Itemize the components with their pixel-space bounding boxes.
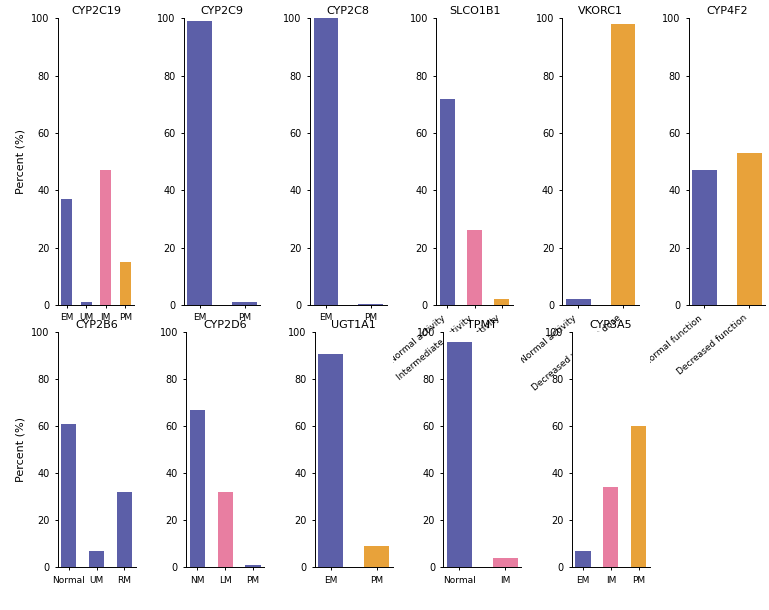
Bar: [120, 262, 131, 305]
Title: CYP2B6: CYP2B6: [75, 320, 118, 330]
Bar: [117, 492, 132, 567]
Bar: [440, 99, 454, 305]
Title: VKORC1: VKORC1: [578, 6, 623, 16]
Bar: [81, 302, 92, 305]
Bar: [447, 342, 472, 567]
Y-axis label: Percent (%): Percent (%): [15, 129, 25, 194]
Bar: [467, 231, 482, 305]
Bar: [100, 170, 111, 305]
Bar: [190, 410, 205, 567]
Bar: [737, 153, 761, 305]
Bar: [494, 300, 509, 305]
Bar: [318, 354, 344, 567]
Title: CYP3A5: CYP3A5: [590, 320, 632, 330]
Bar: [493, 558, 518, 567]
Title: CYP2C8: CYP2C8: [327, 6, 370, 16]
Bar: [575, 551, 591, 567]
Bar: [232, 302, 257, 305]
Title: CYP2C19: CYP2C19: [71, 6, 121, 16]
Bar: [89, 551, 105, 567]
Title: CYP2D6: CYP2D6: [203, 320, 247, 330]
Title: SLCO1B1: SLCO1B1: [449, 6, 501, 16]
Bar: [188, 21, 212, 305]
Bar: [364, 546, 389, 567]
Bar: [245, 565, 261, 567]
Bar: [62, 199, 72, 305]
Title: UGT1A1: UGT1A1: [331, 320, 376, 330]
Bar: [62, 424, 76, 567]
Bar: [314, 18, 338, 305]
Title: CYP4F2: CYP4F2: [706, 6, 747, 16]
Title: CYP2C9: CYP2C9: [201, 6, 244, 16]
Bar: [566, 300, 591, 305]
Bar: [611, 24, 635, 305]
Y-axis label: Percent (%): Percent (%): [15, 417, 25, 483]
Bar: [631, 426, 646, 567]
Bar: [692, 170, 717, 305]
Bar: [603, 487, 618, 567]
Title: TPMT: TPMT: [468, 320, 498, 330]
Bar: [358, 304, 383, 305]
Bar: [218, 492, 233, 567]
